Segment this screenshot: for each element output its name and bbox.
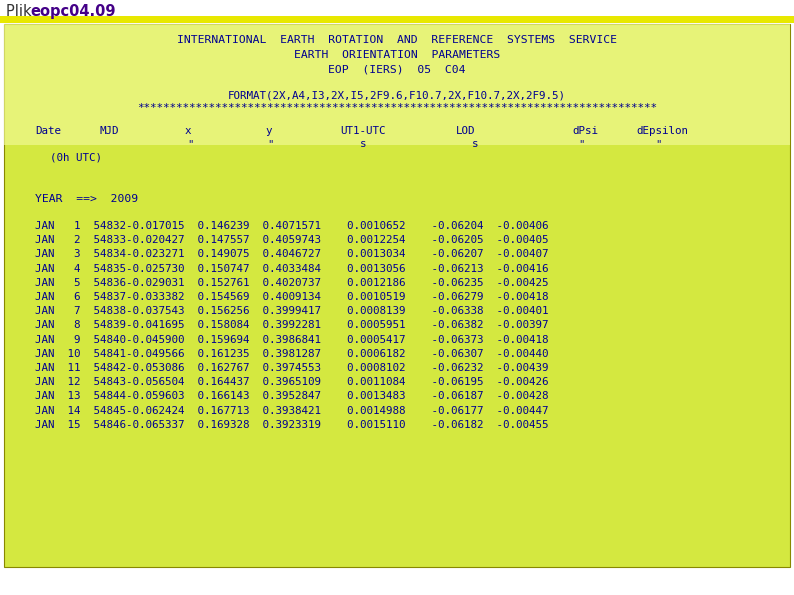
Text: LOD: LOD xyxy=(456,126,476,136)
Text: x: x xyxy=(185,126,191,136)
Text: JAN   8  54839-0.041695  0.158084  0.3992281    0.0005951    -0.06382  -0.00397: JAN 8 54839-0.041695 0.158084 0.3992281 … xyxy=(35,320,549,330)
Text: JAN   6  54837-0.033382  0.154569  0.4009134    0.0010519    -0.06279  -0.00418: JAN 6 54837-0.033382 0.154569 0.4009134 … xyxy=(35,292,549,302)
Text: JAN   1  54832-0.017015  0.146239  0.4071571    0.0010652    -0.06204  -0.00406: JAN 1 54832-0.017015 0.146239 0.4071571 … xyxy=(35,221,549,231)
Text: MJD: MJD xyxy=(100,126,120,136)
Text: EOP  (IERS)  05  C04: EOP (IERS) 05 C04 xyxy=(328,65,466,75)
Text: JAN  11  54842-0.053086  0.162767  0.3974553    0.0008102    -0.06232  -0.00439: JAN 11 54842-0.053086 0.162767 0.3974553… xyxy=(35,363,549,373)
Text: EARTH  ORIENTATION  PARAMETERS: EARTH ORIENTATION PARAMETERS xyxy=(294,50,500,60)
Text: JAN  15  54846-0.065337  0.169328  0.3923319    0.0015110    -0.06182  -0.00455: JAN 15 54846-0.065337 0.169328 0.3923319… xyxy=(35,420,549,430)
Text: Plik: Plik xyxy=(6,4,37,19)
Text: ********************************************************************************: ****************************************… xyxy=(137,103,657,113)
Text: JAN  14  54845-0.062424  0.167713  0.3938421    0.0014988    -0.06177  -0.00447: JAN 14 54845-0.062424 0.167713 0.3938421… xyxy=(35,406,549,415)
Text: (0h UTC): (0h UTC) xyxy=(50,152,102,162)
Text: ": " xyxy=(267,139,273,149)
Text: YEAR  ==>  2009: YEAR ==> 2009 xyxy=(35,194,138,204)
Text: JAN   3  54834-0.023271  0.149075  0.4046727    0.0013034    -0.06207  -0.00407: JAN 3 54834-0.023271 0.149075 0.4046727 … xyxy=(35,249,549,259)
Text: dEpsilon: dEpsilon xyxy=(636,126,688,136)
Text: JAN   2  54833-0.020427  0.147557  0.4059743    0.0012254    -0.06205  -0.00405: JAN 2 54833-0.020427 0.147557 0.4059743 … xyxy=(35,235,549,245)
Bar xyxy=(0,16,794,23)
Text: y: y xyxy=(265,126,272,136)
Text: JAN  13  54844-0.059603  0.166143  0.3952847    0.0013483    -0.06187  -0.00428: JAN 13 54844-0.059603 0.166143 0.3952847… xyxy=(35,392,549,402)
Text: eopc04.09: eopc04.09 xyxy=(30,4,115,19)
Text: JAN   9  54840-0.045900  0.159694  0.3986841    0.0005417    -0.06373  -0.00418: JAN 9 54840-0.045900 0.159694 0.3986841 … xyxy=(35,334,549,345)
Text: s: s xyxy=(472,139,479,149)
Text: JAN  10  54841-0.049566  0.161235  0.3981287    0.0006182    -0.06307  -0.00440: JAN 10 54841-0.049566 0.161235 0.3981287… xyxy=(35,349,549,359)
Text: JAN   7  54838-0.037543  0.156256  0.3999417    0.0008139    -0.06338  -0.00401: JAN 7 54838-0.037543 0.156256 0.3999417 … xyxy=(35,306,549,316)
Text: ": " xyxy=(187,139,194,149)
Text: INTERNATIONAL  EARTH  ROTATION  AND  REFERENCE  SYSTEMS  SERVICE: INTERNATIONAL EARTH ROTATION AND REFEREN… xyxy=(177,35,617,45)
Text: JAN  12  54843-0.056504  0.164437  0.3965109    0.0011084    -0.06195  -0.00426: JAN 12 54843-0.056504 0.164437 0.3965109… xyxy=(35,377,549,387)
Text: ": " xyxy=(655,139,661,149)
Text: FORMAT(2X,A4,I3,2X,I5,2F9.6,F10.7,2X,F10.7,2X,2F9.5): FORMAT(2X,A4,I3,2X,I5,2F9.6,F10.7,2X,F10… xyxy=(228,90,566,100)
Text: UT1-UTC: UT1-UTC xyxy=(340,126,386,136)
Text: Date: Date xyxy=(35,126,61,136)
Text: JAN   5  54836-0.029031  0.152761  0.4020737    0.0012186    -0.06235  -0.00425: JAN 5 54836-0.029031 0.152761 0.4020737 … xyxy=(35,278,549,288)
Bar xyxy=(4,24,790,145)
Text: s: s xyxy=(360,139,367,149)
Text: dPsi: dPsi xyxy=(572,126,598,136)
Text: ": " xyxy=(578,139,584,149)
Text: JAN   4  54835-0.025730  0.150747  0.4033484    0.0013056    -0.06213  -0.00416: JAN 4 54835-0.025730 0.150747 0.4033484 … xyxy=(35,264,549,274)
